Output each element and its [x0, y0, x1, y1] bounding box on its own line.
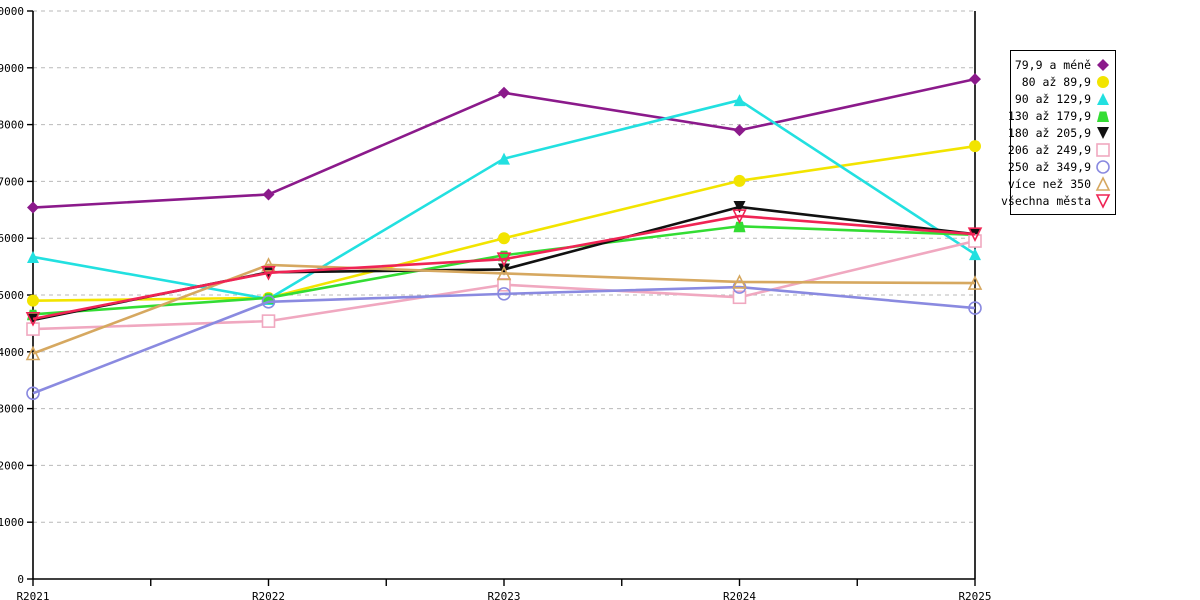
marker-diamond	[498, 86, 510, 99]
marker-triangle-up-open	[1095, 175, 1111, 191]
marker-circle	[27, 294, 39, 307]
marker-diamond	[27, 201, 39, 214]
legend-item[interactable]: 180 až 205,9	[1008, 124, 1111, 141]
series-6	[26, 234, 982, 336]
marker-triangle-up-open	[732, 274, 747, 289]
y-tick-label: 4000	[0, 346, 24, 359]
marker-square-open	[732, 290, 747, 305]
marker-circle-open	[26, 386, 40, 401]
marker-triangle-up	[1097, 92, 1109, 105]
legend-marker-triangle-up	[1097, 92, 1109, 105]
legend-item[interactable]: více než 350	[1008, 175, 1111, 192]
y-tick-label: 2000	[0, 459, 24, 472]
series-1	[27, 73, 981, 214]
legend-marker-circle	[1097, 75, 1109, 88]
marker-circle-open	[497, 287, 511, 301]
legend-item-label: všechna města	[1000, 193, 1091, 208]
marker-triangle-up-flat	[733, 221, 746, 233]
legend-item-label: 80 až 89,9	[1021, 74, 1091, 89]
legend-marker-triangle-up-open	[1095, 175, 1111, 191]
marker-diamond	[733, 124, 746, 137]
marker-triangle-up-open	[261, 257, 276, 272]
legend-item[interactable]: všechna města	[1001, 192, 1111, 209]
legend-item[interactable]: 250 až 349,9	[1008, 158, 1111, 175]
legend-item[interactable]: 130 až 179,9	[1008, 107, 1111, 124]
y-tick-label: 9000	[0, 62, 24, 75]
marker-square-open	[261, 314, 276, 328]
series-9	[25, 209, 983, 327]
x-tick-label: R2022	[252, 590, 285, 600]
marker-triangle-down-open	[261, 266, 276, 281]
series-2	[27, 140, 981, 307]
y-tick-label: 1000	[0, 516, 24, 529]
legend-marker-diamond	[1097, 58, 1109, 71]
y-tick-label: 7000	[0, 175, 24, 188]
marker-circle	[969, 140, 981, 153]
marker-triangle-up	[498, 152, 510, 165]
legend-item[interactable]: 80 až 89,9	[1015, 73, 1111, 90]
legend-item[interactable]: 206 až 249,9	[1008, 141, 1111, 158]
series-line	[32, 263, 976, 355]
marker-circle	[733, 174, 746, 187]
x-tick-label: R2025	[958, 590, 991, 600]
legend-marker-triangle-down-open	[1095, 193, 1111, 209]
legend-item-label: 90 až 129,9	[1014, 91, 1091, 106]
marker-triangle-down	[733, 200, 746, 213]
marker-diamond	[969, 73, 981, 86]
marker-triangle-up-open	[496, 265, 512, 281]
marker-triangle-down-open	[967, 227, 983, 243]
legend-item-label: 79,9 a méně	[1014, 57, 1091, 72]
y-tick-label: 5000	[0, 289, 24, 302]
marker-triangle-up-flat	[1097, 111, 1109, 122]
marker-triangle-down-open	[1095, 193, 1111, 209]
marker-triangle-up	[27, 250, 39, 263]
legend-item[interactable]: 90 až 129,9	[1015, 90, 1111, 107]
marker-triangle-down-open	[25, 312, 41, 327]
chart-legend: 79,9 a méně 80 až 89,9 90 až 129,9 130 až 1…	[1001, 50, 1116, 215]
series-8	[25, 257, 983, 361]
marker-triangle-up-open	[967, 275, 983, 290]
series-7	[26, 280, 982, 401]
legend-item[interactable]: 79,9 a méně	[1015, 56, 1111, 73]
legend-marker-triangle-up-flat	[1097, 111, 1109, 122]
marker-triangle-down	[498, 263, 510, 276]
legend-marker-square-open	[1096, 142, 1110, 157]
marker-triangle-up	[733, 94, 746, 107]
marker-triangle-down-open	[732, 209, 747, 224]
legend-item-label: 130 až 179,9	[1007, 108, 1091, 123]
marker-circle	[498, 232, 510, 245]
y-tick-label: 3000	[0, 403, 24, 416]
marker-diamond	[262, 188, 275, 201]
marker-circle-open	[1096, 159, 1110, 174]
marker-triangle-up-open	[25, 345, 41, 361]
legend-marker-circle-open	[1096, 159, 1110, 174]
marker-circle-open	[261, 295, 276, 309]
legend-marker-triangle-down	[1097, 126, 1109, 139]
legend-item-label: 180 až 205,9	[1007, 125, 1091, 140]
series-line	[32, 285, 976, 395]
legend-item-label: více než 350	[1007, 176, 1091, 191]
marker-triangle-up	[969, 248, 981, 261]
marker-circle	[1097, 75, 1109, 88]
marker-triangle-down-open	[496, 252, 512, 268]
y-tick-label: 8000	[0, 119, 24, 132]
x-tick-label: R2023	[487, 590, 520, 600]
y-tick-label: 10000	[0, 5, 24, 18]
x-tick-label: R2024	[723, 590, 756, 600]
x-tick-label: R2021	[16, 590, 49, 600]
y-tick-label: 6000	[0, 232, 24, 245]
marker-circle-open	[968, 301, 982, 315]
marker-square-open	[1096, 142, 1110, 157]
marker-diamond	[1097, 58, 1109, 71]
y-tick-label: 0	[17, 573, 24, 586]
series-line	[32, 214, 976, 321]
legend-item-label: 206 až 249,9	[1007, 142, 1091, 157]
marker-triangle-down	[1097, 126, 1109, 139]
legend-item-label: 250 až 349,9	[1007, 159, 1091, 174]
